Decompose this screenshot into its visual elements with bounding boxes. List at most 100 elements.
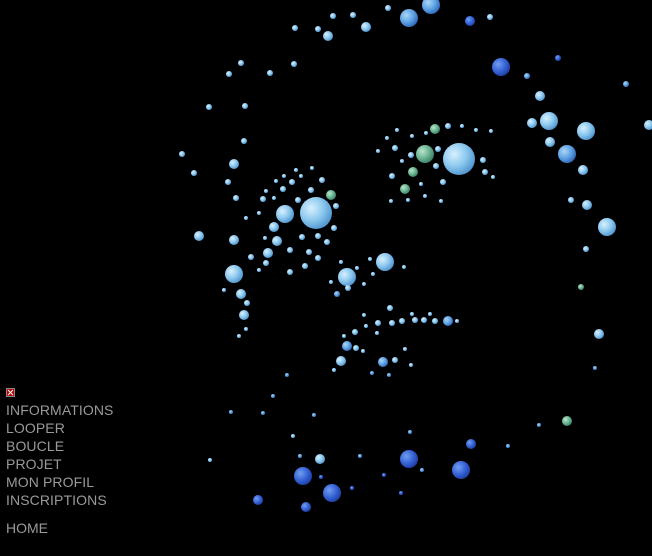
bubble-dot: [378, 357, 388, 367]
bubble-dot: [302, 263, 308, 269]
bubble-dot: [487, 14, 493, 20]
bubble-dot: [460, 124, 464, 128]
bubble-dot: [421, 317, 427, 323]
bubble-dot: [400, 450, 418, 468]
bubble-dot: [424, 131, 428, 135]
bubble-dot: [389, 173, 395, 179]
menu-item-inscriptions: INSCRIPTIONS: [6, 491, 114, 509]
bubble-dot: [206, 104, 212, 110]
bubble-dot: [582, 200, 592, 210]
menu-item-looper: LOOPER: [6, 419, 114, 437]
bubble-dot: [331, 225, 337, 231]
bubble-dot: [233, 195, 239, 201]
menu-link-looper[interactable]: LOOPER: [6, 420, 65, 436]
bubble-dot: [264, 189, 268, 193]
bubble-dot: [287, 269, 293, 275]
menu-link-informations[interactable]: INFORMATIONS: [6, 402, 114, 418]
bubble-dot: [419, 182, 423, 186]
bubble-dot: [194, 231, 204, 241]
bubble-dot: [416, 145, 434, 163]
bubble-dot: [287, 247, 293, 253]
bubble-dot: [389, 320, 395, 326]
bubble-dot: [229, 159, 239, 169]
menu-item-boucle: BOUCLE: [6, 437, 114, 455]
bubble-dot: [315, 233, 321, 239]
bubble-dot: [295, 197, 301, 203]
bubble-dot: [358, 454, 362, 458]
bubble-dot: [412, 317, 418, 323]
bubble-dot: [263, 236, 267, 240]
bubble-dot: [408, 167, 418, 177]
bubble-dot: [400, 184, 410, 194]
bubble-dot: [577, 122, 595, 140]
bubble-dot: [432, 318, 438, 324]
bubble-dot: [225, 179, 231, 185]
bubble-dot: [342, 341, 352, 351]
bubble-dot: [352, 329, 358, 335]
bubble-dot: [435, 146, 441, 152]
bubble-dot: [291, 61, 297, 67]
bubble-dot: [339, 260, 343, 264]
bubble-dot: [385, 136, 389, 140]
bubble-dot: [222, 288, 226, 292]
bubble-dot: [361, 349, 365, 353]
bubble-dot: [423, 194, 427, 198]
bubble-dot: [474, 128, 478, 132]
bubble-dot: [399, 491, 403, 495]
bubble-dot: [226, 71, 232, 77]
bubble-dot: [257, 211, 261, 215]
bubble-dot: [376, 253, 394, 271]
bubble-dot: [382, 473, 386, 477]
bubble-dot: [244, 216, 248, 220]
bubble-dot: [319, 177, 325, 183]
bubble-dot: [535, 91, 545, 101]
bubble-dot: [420, 468, 424, 472]
bubble-dot: [248, 254, 254, 260]
bubble-dot: [282, 174, 286, 178]
bubble-dot: [492, 58, 510, 76]
menu-link-mon-profil[interactable]: MON PROFIL: [6, 474, 95, 490]
bubble-dot: [623, 81, 629, 87]
bubble-dot: [308, 187, 314, 193]
broken-image-icon: [6, 388, 15, 397]
bubble-dot: [261, 411, 265, 415]
bubble-dot: [389, 199, 393, 203]
bubble-dot: [540, 112, 558, 130]
bubble-dot: [482, 169, 488, 175]
bubble-dot: [399, 318, 405, 324]
bubble-dot: [403, 347, 407, 351]
bubble-dot: [301, 502, 311, 512]
menu-item-projet: PROJET: [6, 455, 114, 473]
bubble-dot: [506, 444, 510, 448]
bubble-dot: [334, 291, 340, 297]
bubble-dot: [440, 179, 446, 185]
bubble-dot: [598, 218, 616, 236]
home-link[interactable]: HOME: [6, 520, 48, 536]
bubble-dot: [239, 310, 249, 320]
bubble-dot: [285, 373, 289, 377]
bubble-dot: [323, 484, 341, 502]
menu-link-inscriptions[interactable]: INSCRIPTIONS: [6, 492, 107, 508]
bubble-dot: [310, 166, 314, 170]
bubble-dot: [355, 266, 359, 270]
bubble-dot: [410, 134, 414, 138]
bubble-dot: [263, 260, 269, 266]
bubble-dot: [333, 203, 339, 209]
menu-link-boucle[interactable]: BOUCLE: [6, 438, 65, 454]
bubble-dot: [238, 60, 244, 66]
bubble-dot: [289, 179, 295, 185]
bubble-dot: [537, 423, 541, 427]
bubble-dot: [244, 327, 248, 331]
bubble-dot: [376, 149, 380, 153]
menu-item-mon-profil: MON PROFIL: [6, 473, 114, 491]
bubble-dot: [402, 265, 406, 269]
bubble-dot: [362, 282, 366, 286]
bubble-dot: [242, 103, 248, 109]
bubble-dot: [371, 272, 375, 276]
bubble-dot: [241, 138, 247, 144]
bubble-dot: [385, 5, 391, 11]
bubble-dot: [387, 373, 391, 377]
menu-link-projet[interactable]: PROJET: [6, 456, 62, 472]
menu-item-informations: INFORMATIONS: [6, 401, 114, 419]
bubble-dot: [400, 159, 404, 163]
